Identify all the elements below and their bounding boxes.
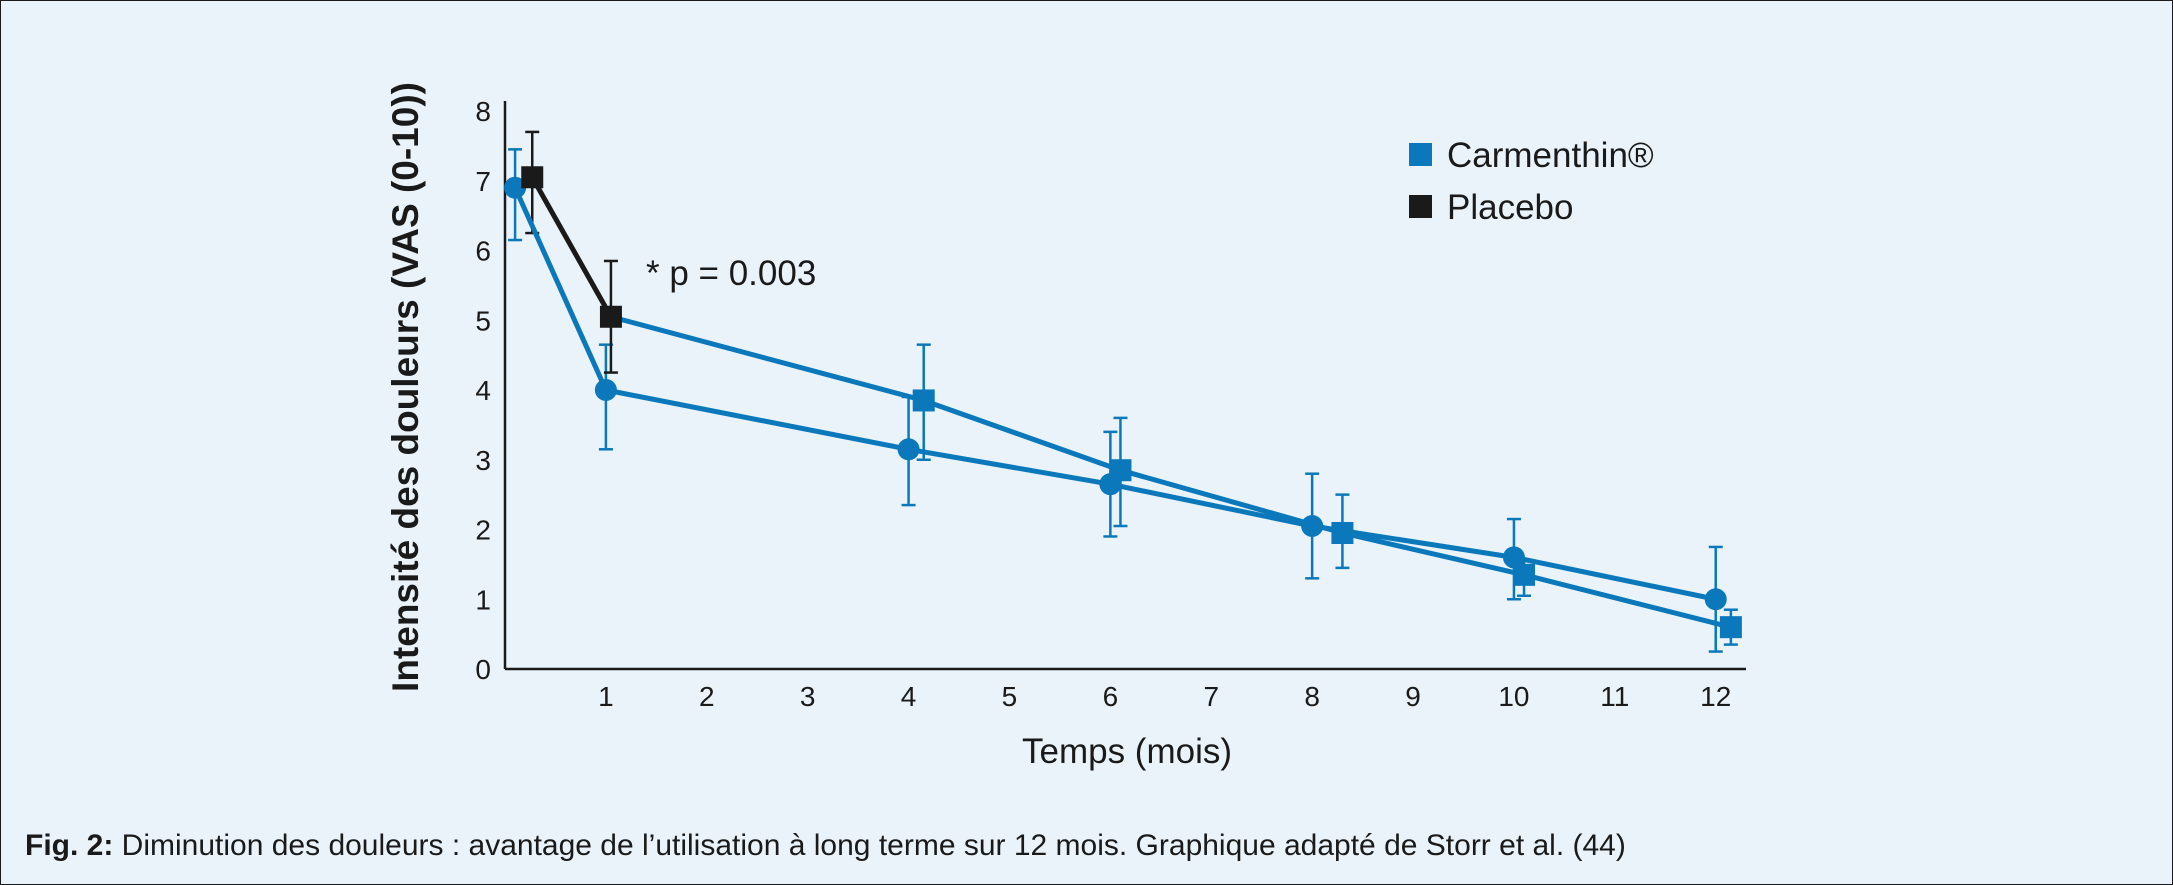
carmenthin-line-segment (1107, 481, 1315, 529)
placebo-line-segment (1521, 572, 1734, 630)
placebo-point (599, 305, 622, 328)
x-tick-label: 12 (1700, 681, 1731, 712)
placebo-point (1331, 521, 1354, 544)
placebo-line-segment (921, 397, 1123, 473)
y-tick-label: 8 (475, 96, 491, 127)
carmenthin-point (1301, 515, 1324, 538)
x-tick-label: 3 (800, 681, 816, 712)
carmenthin-point (594, 379, 617, 401)
legend-label: Placebo (1447, 188, 1573, 227)
carmenthin-point (504, 176, 527, 199)
chart-legend: Carmenthin® Placebo (1409, 136, 1654, 227)
placebo-point (1513, 563, 1536, 586)
chart-markers (504, 166, 1742, 639)
x-tick-label: 8 (1304, 681, 1320, 712)
placebo-point (1719, 616, 1742, 639)
chart-lines (512, 174, 1734, 630)
x-axis-label: Temps (mois) (1022, 732, 1232, 771)
placebo-point (521, 166, 544, 189)
placebo-point (1109, 459, 1132, 482)
chart-labels: Intensité des douleurs (VAS (0-10)) Temp… (385, 82, 1232, 771)
x-tick-label: 5 (1002, 681, 1018, 712)
legend-label: Carmenthin® (1447, 136, 1654, 175)
y-tick-label: 6 (475, 236, 491, 267)
y-tick-label: 0 (475, 654, 491, 685)
carmenthin-line-segment (512, 185, 609, 393)
placebo-point (912, 389, 935, 412)
figure-caption: Fig. 2: Diminution des douleurs : avanta… (25, 829, 1626, 863)
carmenthin-line-segment (603, 387, 912, 452)
significance-annotation: * p = 0.003 (646, 254, 816, 293)
x-tick-label: 9 (1405, 681, 1421, 712)
y-tick-label: 5 (475, 305, 491, 336)
y-tick-label: 2 (475, 515, 491, 546)
x-tick-label: 2 (699, 681, 715, 712)
y-tick-label: 1 (475, 584, 491, 615)
legend-swatch (1409, 195, 1432, 218)
x-tick-label: 4 (901, 681, 917, 712)
y-tick-label: 4 (475, 375, 491, 406)
carmenthin-line-segment (1511, 554, 1719, 602)
placebo-line-segment (1339, 530, 1527, 578)
carmenthin-point (897, 438, 920, 461)
x-tick-label: 11 (1600, 681, 1629, 712)
carmenthin-point (1704, 588, 1727, 611)
legend-swatch (1409, 143, 1432, 166)
carmenthin-line-segment (906, 446, 1113, 487)
x-tick-label: 1 (598, 681, 614, 712)
placebo-line-segment (529, 174, 614, 320)
y-axis-label: Intensité des douleurs (VAS (0-10)) (385, 82, 426, 692)
placebo-line-segment (608, 314, 927, 403)
y-tick-label: 7 (475, 166, 491, 197)
caption-text: Diminution des douleurs : avantage de l’… (113, 829, 1626, 862)
y-tick-label: 3 (475, 445, 491, 476)
x-tick-label: 6 (1103, 681, 1119, 712)
chart-axes (503, 101, 1746, 671)
x-tick-label: 10 (1498, 681, 1529, 712)
x-tick-label: 7 (1203, 681, 1219, 712)
carmenthin-point (1502, 546, 1525, 569)
caption-label: Fig. 2: (25, 829, 114, 862)
